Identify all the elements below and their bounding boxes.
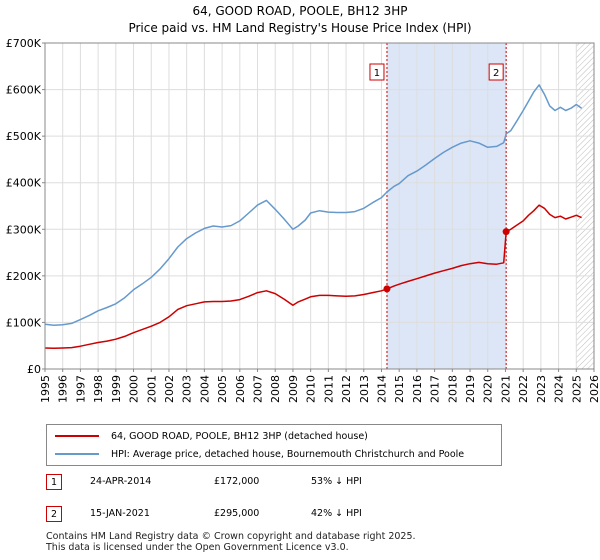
transaction-date: 24-APR-2014	[90, 476, 152, 487]
x-tick-label: 2015	[393, 375, 406, 403]
x-tick-label: 2010	[305, 375, 318, 403]
transaction-price: £172,000	[214, 476, 260, 487]
legend-swatch-red	[55, 435, 99, 437]
x-tick-label: 2001	[145, 375, 158, 403]
x-tick-label: 2020	[482, 375, 495, 403]
x-tick-label: 1997	[74, 375, 87, 403]
x-tick-label: 2006	[234, 375, 247, 403]
transaction-badge: 2	[46, 506, 62, 522]
x-tick-label: 2019	[464, 375, 477, 403]
y-tick-label: £700K	[6, 37, 42, 50]
legend-item-property: 64, GOOD ROAD, POOLE, BH12 3HP (detached…	[55, 428, 368, 444]
transaction-row: 1 24-APR-2014 £172,000 53% ↓ HPI	[46, 474, 566, 494]
price-chart: 1 2 £0 £100K £200K £300K £400K £500K £600K £700K 1…	[6, 37, 600, 403]
y-tick-label: £200K	[6, 270, 42, 283]
y-tick-label: £500K	[6, 130, 42, 143]
x-tick-label: 2023	[535, 375, 548, 403]
future-hatch	[576, 43, 594, 369]
x-tick-label: 2004	[198, 375, 211, 403]
y-tick-label: £100K	[6, 316, 42, 329]
transaction-row: 2 15-JAN-2021 £295,000 42% ↓ HPI	[46, 506, 566, 526]
x-tick-label: 2025	[570, 375, 583, 403]
x-tick-label: 2009	[287, 375, 300, 403]
legend-swatch-blue	[55, 453, 99, 455]
x-tick-label: 1995	[39, 375, 52, 403]
legend-label-property: 64, GOOD ROAD, POOLE, BH12 3HP (detached…	[111, 430, 368, 442]
x-tick-label: 2008	[269, 375, 282, 403]
x-tick-label: 2005	[216, 375, 229, 403]
marker-label-1: 1	[374, 68, 380, 79]
transaction-badge: 1	[46, 474, 62, 490]
x-tick-label: 2000	[128, 375, 141, 403]
x-tick-label: 2002	[163, 375, 176, 403]
x-tick-label: 1998	[92, 375, 105, 403]
transaction-hpi: 53% ↓ HPI	[311, 476, 362, 487]
x-tick-label: 1996	[57, 375, 70, 403]
x-tick-label: 2013	[358, 375, 371, 403]
y-tick-label: £400K	[6, 177, 42, 190]
chart-subtitle: Price paid vs. HM Land Registry's House …	[128, 21, 472, 35]
footer-licence: This data is licensed under the Open Gov…	[46, 542, 349, 553]
chart-title: 64, GOOD ROAD, POOLE, BH12 3HP	[192, 4, 408, 18]
x-tick-label: 1999	[110, 375, 123, 403]
plot-area	[45, 43, 594, 369]
x-tick-label: 2007	[252, 375, 265, 403]
x-tick-label: 2012	[340, 375, 353, 403]
plot-frame	[44, 42, 595, 370]
y-tick-label: £600K	[6, 84, 42, 97]
x-tick-label: 2014	[375, 375, 388, 403]
marker-box-1	[369, 63, 385, 81]
transaction-price: £295,000	[214, 508, 260, 519]
sale-point-1	[383, 285, 391, 293]
transaction-date: 15-JAN-2021	[90, 508, 150, 519]
x-tick-label: 2003	[181, 375, 194, 403]
x-tick-label: 2024	[553, 375, 566, 403]
x-tick-label: 2017	[429, 375, 442, 403]
series-line-property	[45, 204, 582, 350]
legend-item-hpi: HPI: Average price, detached house, Bour…	[55, 446, 464, 462]
legend-label-hpi: HPI: Average price, detached house, Bour…	[111, 448, 465, 460]
x-tick-label: 2021	[499, 375, 512, 403]
marker-label-2: 2	[493, 68, 499, 79]
legend: 64, GOOD ROAD, POOLE, BH12 3HP (detached…	[46, 424, 502, 466]
x-tick-label: 2018	[446, 375, 459, 403]
ownership-shade	[386, 43, 507, 369]
y-tick-label: £0	[27, 363, 41, 376]
marker-box-2	[488, 63, 504, 81]
transaction-hpi: 42% ↓ HPI	[311, 508, 362, 519]
x-tick-label: 2016	[411, 375, 424, 403]
x-tick-label: 2011	[322, 375, 335, 403]
footer-copyright: Contains HM Land Registry data © Crown c…	[46, 531, 416, 542]
x-tick-label: 2026	[588, 375, 600, 403]
y-tick-label: £300K	[6, 223, 42, 236]
sale-point-2	[502, 228, 510, 236]
x-tick-label: 2022	[517, 375, 530, 403]
series-line-hpi	[45, 84, 583, 326]
